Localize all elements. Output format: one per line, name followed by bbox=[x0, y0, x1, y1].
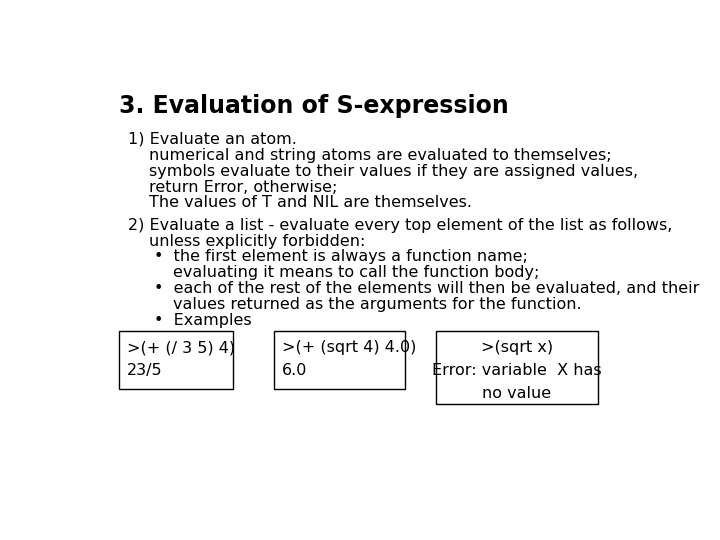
Text: •  each of the rest of the elements will then be evaluated, and their: • each of the rest of the elements will … bbox=[154, 281, 700, 296]
Text: •  the first element is always a function name;: • the first element is always a function… bbox=[154, 249, 528, 265]
Text: 2) Evaluate a list - evaluate every top element of the list as follows,: 2) Evaluate a list - evaluate every top … bbox=[128, 218, 672, 233]
Text: >(+ (/ 3 5) 4): >(+ (/ 3 5) 4) bbox=[127, 340, 235, 355]
Text: The values of T and NIL are themselves.: The values of T and NIL are themselves. bbox=[148, 195, 472, 211]
Text: 1) Evaluate an atom.: 1) Evaluate an atom. bbox=[128, 131, 297, 146]
Text: evaluating it means to call the function body;: evaluating it means to call the function… bbox=[173, 265, 539, 280]
Text: •  Examples: • Examples bbox=[154, 313, 252, 328]
Text: >(+ (sqrt 4) 4.0): >(+ (sqrt 4) 4.0) bbox=[282, 340, 416, 355]
Text: numerical and string atoms are evaluated to themselves;: numerical and string atoms are evaluated… bbox=[148, 148, 611, 163]
FancyBboxPatch shape bbox=[274, 331, 405, 389]
Text: values returned as the arguments for the function.: values returned as the arguments for the… bbox=[173, 297, 581, 312]
FancyBboxPatch shape bbox=[119, 331, 233, 389]
FancyBboxPatch shape bbox=[436, 331, 598, 404]
Text: Error: variable  X has: Error: variable X has bbox=[432, 363, 602, 378]
Text: 23/5: 23/5 bbox=[127, 363, 163, 378]
Text: unless explicitly forbidden:: unless explicitly forbidden: bbox=[148, 234, 365, 248]
Text: 6.0: 6.0 bbox=[282, 363, 307, 378]
Text: 3. Evaluation of S-expression: 3. Evaluation of S-expression bbox=[119, 94, 509, 118]
Text: >(sqrt x): >(sqrt x) bbox=[481, 340, 553, 355]
Text: no value: no value bbox=[482, 386, 552, 401]
Text: symbols evaluate to their values if they are assigned values,: symbols evaluate to their values if they… bbox=[148, 164, 638, 179]
Text: return Error, otherwise;: return Error, otherwise; bbox=[148, 180, 337, 194]
